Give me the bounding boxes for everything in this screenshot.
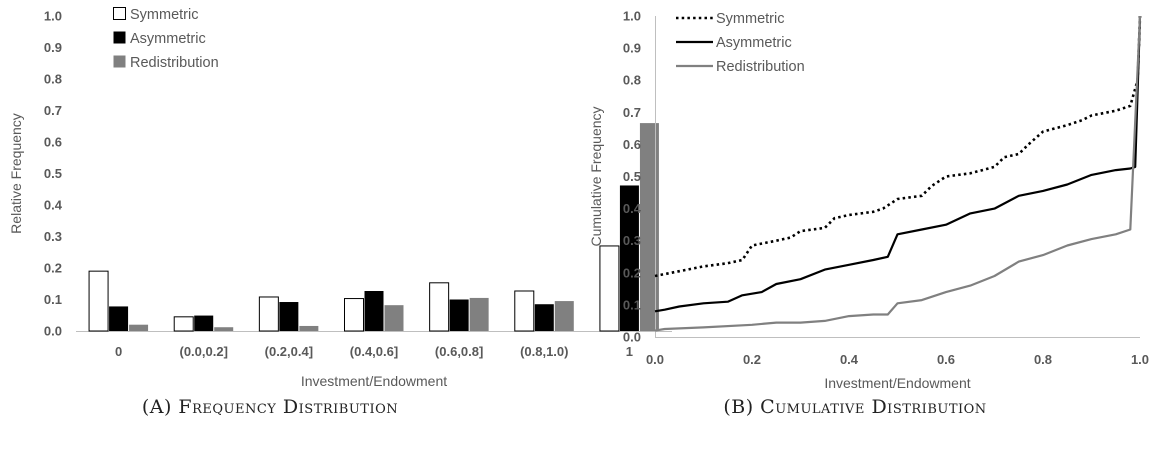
y-tick-label-a: 0.9	[44, 40, 62, 55]
y-tick-label-b: 0.4	[623, 201, 642, 216]
y-tick-label-a: 0.4	[44, 198, 63, 213]
y-tick-label-b: 0.5	[623, 169, 641, 184]
y-axis-title-b: Cumulative Frequency	[588, 106, 604, 246]
legend-a: Symmetric Asymmetric Redistribution	[113, 7, 219, 71]
bar-redistribution	[384, 305, 404, 331]
legend-swatch-redistribution	[113, 55, 126, 68]
bar-redistribution	[129, 324, 149, 331]
line-redistribution	[654, 15, 1142, 332]
y-tick-label-a: 0.2	[44, 261, 62, 276]
legend-label-redistribution: Redistribution	[130, 55, 219, 71]
y-tick-label-a: 0.1	[44, 292, 62, 307]
legend-label-asymmetric: Asymmetric	[130, 31, 206, 47]
x-tick-label-b: 1.0	[1131, 352, 1149, 367]
bar-asymmetric	[109, 306, 129, 331]
x-tick-label-a: (0.6,0.8]	[435, 344, 483, 359]
x-tick-label-b: 0.8	[1034, 352, 1052, 367]
x-tick-label-a: 0	[115, 344, 122, 359]
y-tick-label-b: 0.6	[623, 137, 641, 152]
y-tick-label-b: 1.0	[623, 9, 641, 24]
bar-redistribution	[299, 325, 319, 331]
y-tick-label-b: 0.3	[623, 233, 641, 248]
bar-asymmetric	[279, 302, 299, 331]
x-tick-label-a: 1	[626, 344, 633, 359]
bar-symmetric	[88, 270, 109, 332]
x-tick-label-b: 0.6	[937, 352, 955, 367]
x-axis-title-b: Investment/Endowment	[824, 375, 970, 391]
y-tick-label-a: 0.8	[44, 72, 62, 87]
bar-asymmetric	[194, 315, 214, 331]
legend-swatch-symmetric	[113, 7, 126, 20]
legend-label-b-symmetric: Symmetric	[716, 11, 784, 27]
x-tick-label-a: (0.2,0.4]	[265, 344, 313, 359]
caption-a: (A) Frequency Distribution	[142, 396, 398, 418]
line-asymmetric	[654, 15, 1142, 313]
legend-label-symmetric: Symmetric	[130, 7, 198, 23]
bar-symmetric	[514, 290, 535, 332]
bar-asymmetric	[364, 290, 384, 331]
y-tick-label-a: 0.7	[44, 103, 62, 118]
bar-redistribution	[554, 301, 574, 331]
y-tick-label-a: 0.5	[44, 166, 62, 181]
bar-redistribution	[214, 327, 234, 331]
y-tick-label-a: 1.0	[44, 9, 62, 24]
bar-asymmetric	[534, 304, 554, 331]
y-tick-label-b: 0.0	[623, 330, 641, 345]
x-tick-label-a: (0.0,0.2]	[180, 344, 228, 359]
bar-symmetric	[173, 316, 194, 332]
y-tick-label-a: 0.0	[44, 324, 62, 339]
x-tick-label-a: (0.4,0.6]	[350, 344, 398, 359]
y-tick-label-b: 0.2	[623, 265, 641, 280]
y-tick-label-a: 0.3	[44, 229, 62, 244]
cumulative-distribution-chart: 0.0 0.1 0.2 0.3 0.4 0.5 0.6 0.7 0.8 0.9 1.0 0.0 0.2 0…	[588, 9, 1149, 392]
bar-redistribution	[469, 297, 489, 331]
y-tick-label-b: 0.8	[623, 73, 641, 88]
bar-redistribution	[639, 123, 659, 331]
x-tick-label-b: 0.4	[840, 352, 859, 367]
caption-b: (B) Cumulative Distribution	[723, 396, 986, 418]
legend-swatch-asymmetric	[113, 31, 126, 44]
legend-label-b-asymmetric: Asymmetric	[716, 35, 792, 51]
y-tick-label-b: 0.1	[623, 297, 641, 312]
bar-symmetric	[599, 245, 620, 332]
y-axis-title-a: Relative Frequency	[8, 113, 24, 234]
bar-asymmetric	[619, 185, 639, 331]
x-tick-label-b: 0.0	[646, 352, 664, 367]
legend-label-b-redistribution: Redistribution	[716, 59, 805, 75]
bar-symmetric	[344, 298, 364, 332]
bar-symmetric	[258, 296, 279, 332]
bar-asymmetric	[449, 299, 469, 331]
y-tick-label-a: 0.6	[44, 135, 62, 150]
legend-b: Symmetric Asymmetric Redistribution	[676, 11, 805, 75]
x-tick-label-a: (0.8,1.0)	[520, 344, 568, 359]
y-tick-label-b: 0.7	[623, 105, 641, 120]
frequency-distribution-chart: 0.0 0.1 0.2 0.3 0.4 0.5 0.6 0.7 0.8 0.9 1.0 0 (0.0,0…	[8, 7, 672, 389]
bar-symmetric	[429, 282, 450, 332]
x-tick-label-b: 0.2	[743, 352, 761, 367]
y-tick-label-b: 0.9	[623, 41, 641, 56]
line-symmetric	[654, 15, 1142, 278]
x-axis-title-a: Investment/Endowment	[301, 373, 447, 389]
